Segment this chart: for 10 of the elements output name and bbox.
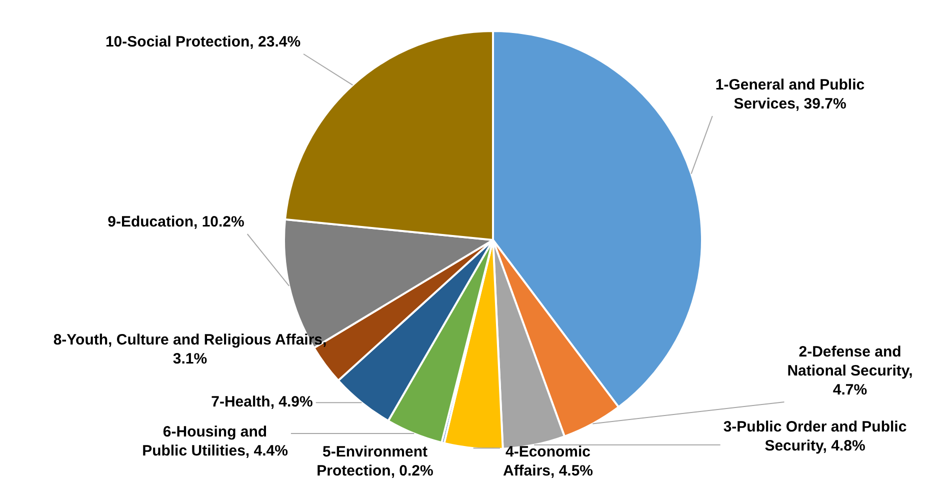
slice-label: 1-General and Public Services, 39.7% [715,76,865,113]
slice-label: 7-Health, 4.9% [211,394,313,411]
slice-label: 5-Environment Protection, 0.2% [316,444,434,480]
slice-label: 6-Housing and Public Utilities, 4.4% [142,424,288,460]
slice-label: 2-Defense and National Security, 4.7% [787,344,913,399]
slice-label: 10-Social Protection, 23.4% [105,34,301,51]
slice-label: 3-Public Order and Public Security, 4.8% [723,418,907,455]
slice-label: 8-Youth, Culture and Religious Affairs, 3.1% [53,332,327,368]
slice-label: 4-Economic Affairs, 4.5% [502,444,594,480]
slice-label: 9-Education, 10.2% [108,214,244,231]
